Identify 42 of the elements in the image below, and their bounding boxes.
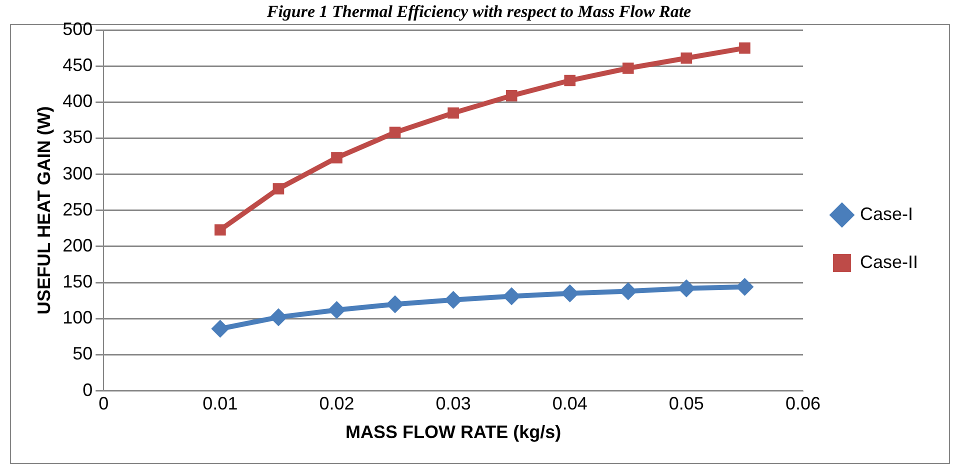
y-tick-label: 300 [62,163,93,184]
point [560,284,579,302]
point [389,126,401,138]
y-tick-label: 50 [72,344,93,364]
point [506,90,518,102]
x-tick-label: 0.03 [436,394,471,414]
point [564,74,576,86]
point [622,62,634,74]
point [211,320,230,338]
point [386,295,404,314]
x-tick-label: 0.04 [552,394,588,414]
legend-label: Case-II [860,252,918,272]
x-tick-label: 0.06 [785,394,821,414]
point [448,107,459,119]
point [269,308,288,326]
x-tick-label: 0.05 [668,394,704,414]
point [736,278,754,296]
point [444,290,462,309]
point [328,300,346,319]
y-axis-title: USEFUL HEAT GAIN (W) [34,106,54,315]
legend-label: Case-I [860,204,913,224]
point [331,152,342,164]
y-tick-label: 200 [62,235,93,256]
y-tick-label: 0 [82,380,93,400]
y-tick-label: 450 [62,55,93,76]
y-tick-label: 250 [62,199,93,220]
x-axis-title: MASS FLOW RATE (kg/s) [345,422,562,442]
x-tick-label: 0.02 [319,394,354,414]
x-tick-label: 0 [98,394,109,414]
point [502,287,521,306]
y-tick-label: 100 [62,308,93,328]
y-tick-label: 350 [62,127,93,148]
chart-title: Figure 1 Thermal Efficiency with respect to Mass Flow Rate [266,2,692,21]
point [677,279,696,298]
point [272,183,284,194]
y-tick-label: 150 [62,272,93,292]
point [214,224,226,236]
y-tick-label: 500 [62,18,93,39]
point [739,42,750,54]
x-tick-label: 0.01 [202,394,238,414]
y-tick-label: 400 [62,91,93,112]
point [680,52,692,64]
